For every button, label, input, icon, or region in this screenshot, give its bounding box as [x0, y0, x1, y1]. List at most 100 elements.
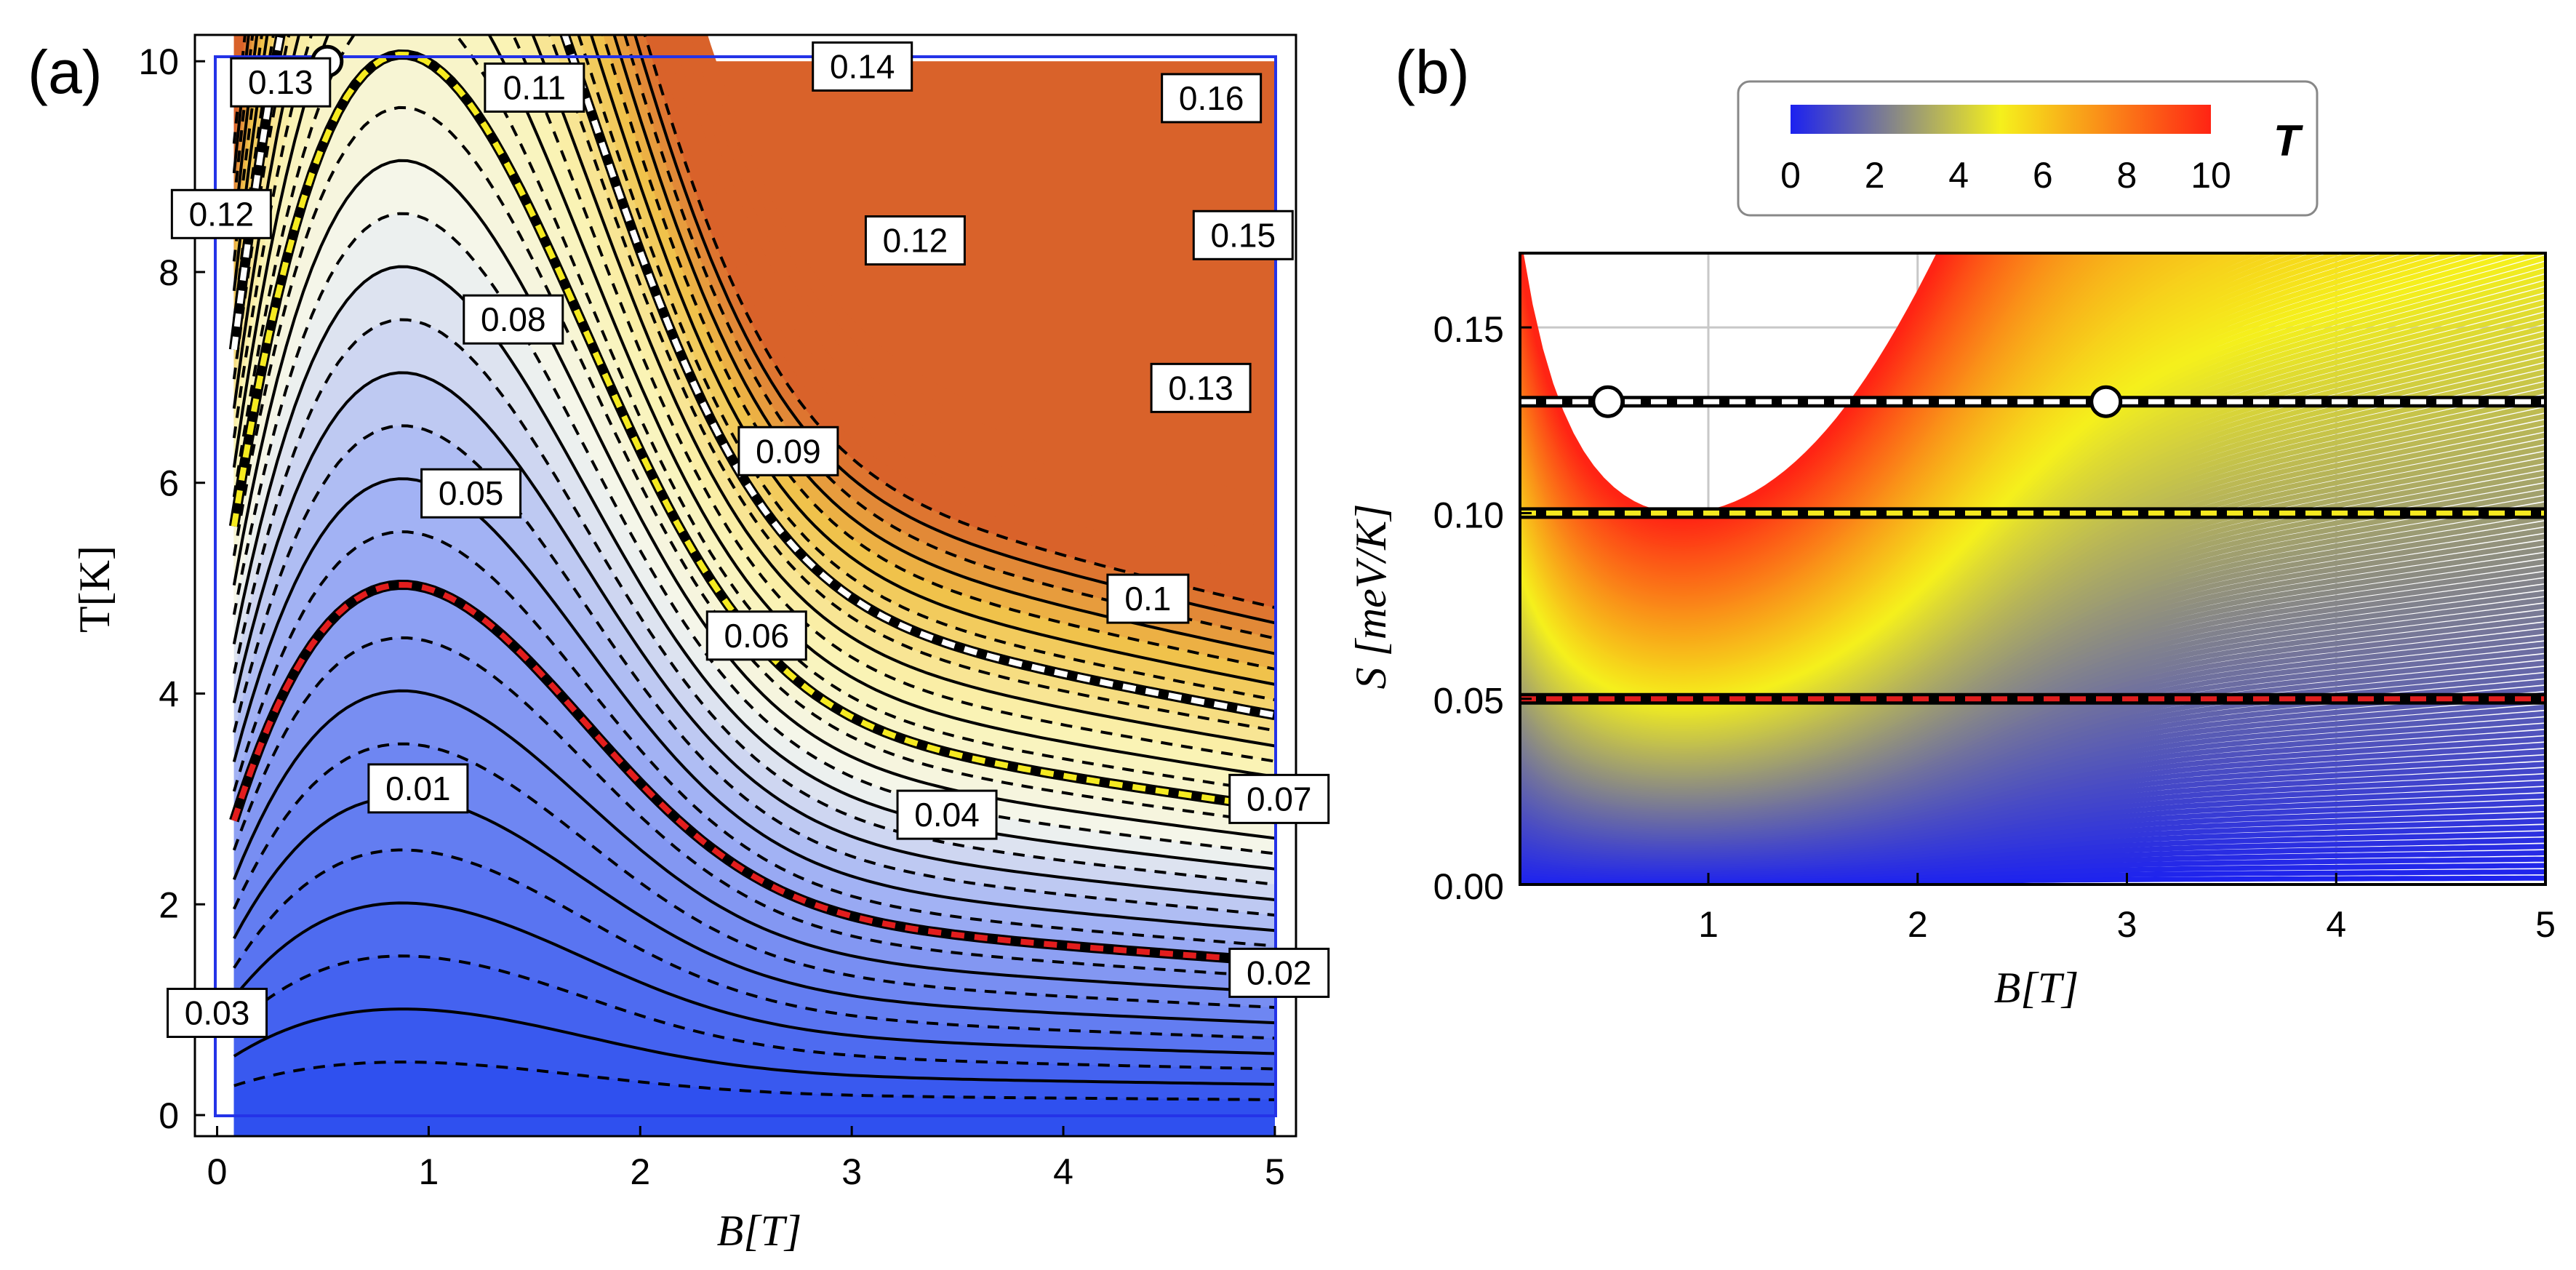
contour-label-box	[484, 62, 585, 113]
contour-label: 0.07	[1247, 780, 1312, 818]
colorbar-tick-label: 10	[2191, 155, 2231, 196]
contour-line	[232, 424, 1276, 917]
contour-line	[233, 954, 1275, 1071]
y-tick-label: 6	[159, 463, 179, 504]
contour-label-box	[737, 426, 839, 476]
contour-labels: 0.13 0.14 0.16 0.11 0.12 0.12 0.15 0.13 0.08 0.09…	[167, 41, 1330, 1038]
contour-line	[232, 689, 1276, 994]
contour-plot: 0.13 0.140.160.110.120.12 0.150.130.080.09…	[71, 33, 1330, 1255]
contour-label: 0.06	[724, 617, 790, 655]
contour-label-box	[1228, 773, 1330, 824]
contour-label-box	[167, 987, 268, 1038]
plot-frame	[193, 33, 1297, 1138]
y-tick-label: 10	[138, 41, 179, 82]
y-tick-label: 4	[159, 674, 179, 715]
marker-circle	[2089, 385, 2123, 418]
contour-label-box	[1161, 73, 1263, 124]
x-tick-label: 1	[1698, 904, 1719, 945]
colorbar-tick-label: 4	[1948, 155, 1969, 196]
x-axis-ticks: 1 2 3 4 5	[1698, 873, 2556, 945]
contour-line	[232, 35, 1276, 625]
contour-line	[232, 35, 1276, 748]
colorbar-tick-label: 8	[2116, 155, 2137, 196]
y-axis-title: T[K]	[71, 546, 119, 633]
contour-line	[232, 742, 1276, 1009]
contour-line	[232, 318, 1276, 886]
panel-a-letter: (a)	[28, 38, 103, 106]
y-axis-title: S [meV/K]	[1347, 504, 1395, 690]
contour-label: 0.03	[185, 994, 250, 1031]
contour-line	[232, 35, 1276, 763]
y-tick-label: 0	[159, 1095, 179, 1136]
colorbar-tick-label: 2	[1865, 155, 1885, 196]
entropy-plot: 0 2 4 6 8 10 T 1 2 3 4 5 0.00 0.05 0.10 0.15 B[T] S …	[1347, 80, 2556, 1012]
y-tick-label: 2	[159, 884, 179, 925]
contour-line	[232, 35, 1276, 732]
contour-line	[232, 105, 1276, 825]
contour-line	[232, 530, 1276, 948]
contour-label-box	[170, 188, 272, 239]
contour-label-box	[812, 41, 913, 92]
marker-circle	[1591, 385, 1625, 418]
contour-label: 0.11	[503, 68, 566, 106]
contour-label: 0.05	[439, 474, 504, 512]
contour-line	[232, 35, 1276, 610]
x-tick-label: 1	[419, 1151, 439, 1192]
markers	[1591, 385, 2123, 418]
contour-line	[232, 371, 1276, 901]
contour-label-box	[864, 215, 966, 266]
contour-label: 0.04	[914, 796, 980, 834]
contour-label-box	[1106, 573, 1190, 624]
x-tick-label: 3	[2117, 904, 2137, 945]
x-tick-label: 5	[1265, 1151, 1285, 1192]
contour-label: 0.13	[1168, 369, 1233, 407]
panel-b-letter: (b)	[1395, 38, 1470, 106]
contour-line	[232, 212, 1276, 855]
colorbar-ticks: 0 2 4 6 8 10	[1780, 155, 2231, 196]
y-tick-label: 0.10	[1433, 495, 1504, 535]
y-axis-ticks: 0 2 4 6 8 10	[138, 41, 205, 1136]
contour-label-box	[705, 610, 807, 661]
contour-label-box	[1192, 209, 1294, 260]
contour-label: 0.09	[756, 432, 821, 470]
contour-label: 0.12	[883, 222, 948, 260]
y-axis-ticks: 0.00 0.05 0.10 0.15	[1433, 309, 1532, 907]
data-region-border	[214, 55, 1277, 1117]
colorbar-label: T	[2273, 116, 2303, 165]
contour-label-box	[230, 57, 332, 108]
x-axis-title: B[T]	[717, 1207, 802, 1255]
contour-label: 0.08	[481, 300, 546, 338]
contour-label: 0.01	[385, 770, 451, 807]
isentrope-line	[231, 35, 1276, 719]
entropy-curves	[1520, 253, 2545, 884]
isentrope-line	[231, 581, 1276, 965]
contour-label: 0.14	[830, 47, 895, 85]
x-tick-label: 4	[2326, 904, 2346, 945]
contour-label-box	[420, 468, 522, 519]
x-axis-title: B[T]	[1994, 964, 2079, 1012]
contour-line	[232, 265, 1276, 871]
x-tick-label: 2	[1908, 904, 1928, 945]
x-axis-ticks: 0 1 2 3 4 5	[207, 1126, 1285, 1192]
contour-label-box	[1150, 362, 1252, 413]
contour-label: 0.02	[1247, 954, 1312, 991]
contour-line	[233, 1007, 1275, 1086]
contour-label-box	[896, 789, 998, 840]
colorbar-legend: 0 2 4 6 8 10 T	[1737, 80, 2319, 217]
colorbar-tick-label: 0	[1780, 155, 1801, 196]
y-tick-label: 8	[159, 252, 179, 293]
contour-line	[233, 848, 1275, 1040]
contour-line	[232, 35, 1276, 671]
y-tick-label: 0.15	[1433, 309, 1504, 350]
contour-line	[232, 35, 1276, 778]
contour-fill	[233, 35, 1275, 1136]
x-tick-label: 0	[207, 1151, 228, 1192]
colorbar-gradient	[1791, 105, 2211, 134]
x-tick-label: 5	[2535, 904, 2556, 945]
contour-line	[232, 35, 1276, 655]
isentrope-lines	[1520, 396, 2545, 705]
contour-label: 0.15	[1211, 216, 1276, 254]
contour-label: 0.13	[248, 63, 313, 101]
contour-label-box	[463, 294, 564, 345]
